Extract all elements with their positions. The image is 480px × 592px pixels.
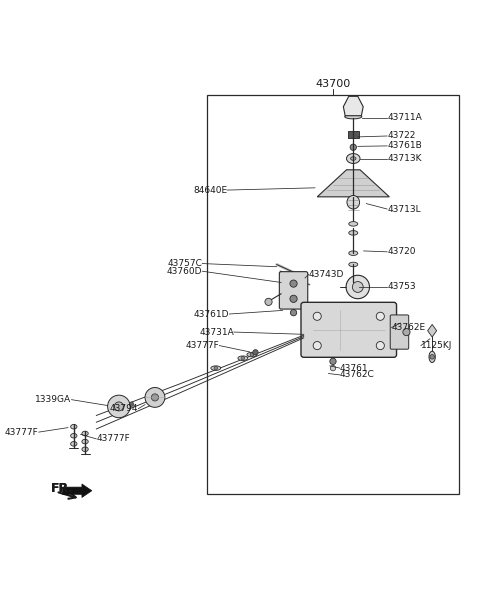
Bar <box>207 95 459 494</box>
Ellipse shape <box>429 351 435 362</box>
Text: 43700: 43700 <box>315 79 350 89</box>
Ellipse shape <box>345 114 362 119</box>
Ellipse shape <box>349 251 358 255</box>
Circle shape <box>376 342 384 350</box>
Ellipse shape <box>82 431 88 436</box>
Circle shape <box>114 402 123 411</box>
Ellipse shape <box>350 157 356 160</box>
Text: 43713K: 43713K <box>387 154 421 163</box>
Text: 43753: 43753 <box>387 282 416 291</box>
Circle shape <box>145 388 165 407</box>
Polygon shape <box>343 96 363 115</box>
Ellipse shape <box>247 352 257 357</box>
Ellipse shape <box>82 439 88 444</box>
Polygon shape <box>317 170 389 197</box>
Circle shape <box>352 282 363 292</box>
Text: 43743D: 43743D <box>309 270 344 279</box>
Ellipse shape <box>71 433 77 438</box>
Circle shape <box>330 365 336 371</box>
Ellipse shape <box>238 356 248 361</box>
Circle shape <box>313 312 321 320</box>
Circle shape <box>151 394 158 401</box>
Bar <box>348 131 359 139</box>
Ellipse shape <box>71 442 77 446</box>
Circle shape <box>241 356 245 360</box>
Text: 43720: 43720 <box>387 247 416 256</box>
Ellipse shape <box>82 447 88 452</box>
Text: 43777F: 43777F <box>186 341 219 350</box>
Text: 43761B: 43761B <box>387 141 422 150</box>
Circle shape <box>290 280 297 287</box>
Text: 43794: 43794 <box>110 404 138 413</box>
Text: FR.: FR. <box>51 482 74 496</box>
Text: FR.: FR. <box>51 482 74 496</box>
Text: 43761D: 43761D <box>194 310 229 318</box>
Circle shape <box>129 402 134 407</box>
Polygon shape <box>62 484 92 497</box>
Text: 43762C: 43762C <box>340 371 374 379</box>
FancyBboxPatch shape <box>390 315 408 349</box>
Circle shape <box>214 366 217 370</box>
Circle shape <box>250 353 253 356</box>
Circle shape <box>265 298 272 305</box>
Text: 43777F: 43777F <box>5 427 39 437</box>
Ellipse shape <box>71 424 77 429</box>
FancyBboxPatch shape <box>279 272 308 309</box>
Text: 43713L: 43713L <box>387 204 420 214</box>
Text: 43777F: 43777F <box>96 435 130 443</box>
Text: 43731A: 43731A <box>199 327 234 337</box>
Text: 1339GA: 1339GA <box>36 395 72 404</box>
Circle shape <box>330 358 336 365</box>
Circle shape <box>346 275 370 299</box>
Text: 43722: 43722 <box>387 131 416 140</box>
Ellipse shape <box>349 221 358 226</box>
FancyBboxPatch shape <box>301 303 396 358</box>
Polygon shape <box>428 324 437 337</box>
Circle shape <box>290 295 297 303</box>
Ellipse shape <box>211 366 221 371</box>
Ellipse shape <box>347 153 360 163</box>
Circle shape <box>108 395 130 418</box>
Text: 43760D: 43760D <box>167 267 202 276</box>
Circle shape <box>403 329 410 336</box>
Circle shape <box>253 350 258 355</box>
Text: 43757C: 43757C <box>168 259 202 268</box>
Text: 84640E: 84640E <box>193 185 227 195</box>
Circle shape <box>290 310 297 316</box>
Circle shape <box>350 144 357 150</box>
Circle shape <box>313 342 321 350</box>
Circle shape <box>430 355 434 359</box>
Ellipse shape <box>349 262 358 267</box>
Text: 43711A: 43711A <box>387 114 422 123</box>
Ellipse shape <box>347 195 360 209</box>
Text: 43762E: 43762E <box>392 323 426 332</box>
Ellipse shape <box>349 231 358 235</box>
Text: 43761: 43761 <box>340 363 368 372</box>
Text: 1125KJ: 1125KJ <box>421 341 452 350</box>
Circle shape <box>376 312 384 320</box>
